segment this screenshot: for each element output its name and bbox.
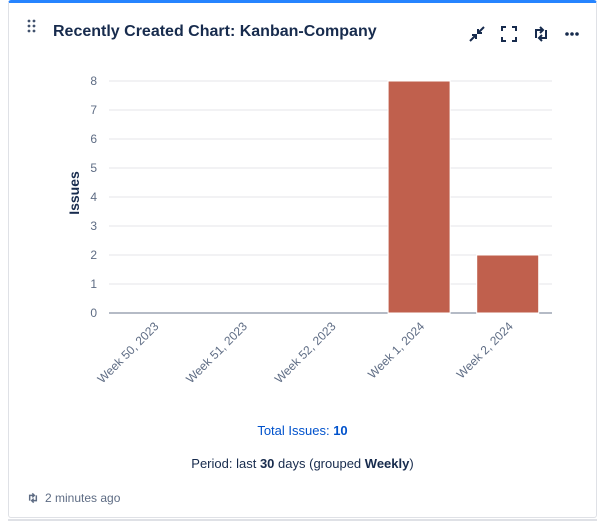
- period-mid: days (grouped: [278, 456, 362, 471]
- x-tick-label: Week 52, 2023: [272, 319, 339, 386]
- minimize-icon: [469, 26, 485, 42]
- y-tick-label: 6: [90, 132, 97, 146]
- bar[interactable]: [476, 254, 540, 314]
- period-summary: Period: last 30 days (grouped Weekly): [9, 456, 596, 471]
- x-tick-label: Week 2, 2024: [454, 319, 516, 381]
- refresh-icon: [535, 26, 547, 42]
- fullscreen-button[interactable]: [497, 22, 521, 46]
- period-suffix: ): [409, 456, 414, 471]
- total-issues[interactable]: Total Issues: 10: [9, 423, 596, 438]
- period-days: 30: [259, 456, 275, 471]
- last-updated: 2 minutes ago: [27, 491, 120, 505]
- more-icon: [565, 32, 579, 36]
- drag-handle-icon[interactable]: [27, 19, 41, 37]
- created-issues-chart: 0 1 2 3 4 5 6 7 8 Issues Week 50, 2023 Week 51, 202…: [66, 74, 552, 386]
- fullscreen-icon: [501, 26, 517, 42]
- y-tick-label: 3: [90, 219, 97, 233]
- y-tick-label: 0: [90, 306, 97, 320]
- x-tick-label: Week 1, 2024: [365, 319, 427, 381]
- gadget-card: Recently Created Chart: Kanban-Company 0…: [8, 0, 597, 518]
- total-issues-label: Total Issues:: [257, 423, 330, 438]
- refresh-icon: [28, 492, 38, 504]
- more-actions-button[interactable]: [560, 22, 584, 46]
- total-issues-value: 10: [333, 423, 348, 438]
- y-tick-label: 2: [90, 248, 97, 262]
- y-tick-label: 1: [90, 277, 97, 291]
- x-tick-label: Week 50, 2023: [95, 319, 162, 386]
- refresh-button[interactable]: [529, 22, 553, 46]
- gadget-title: Recently Created Chart: Kanban-Company: [53, 23, 377, 40]
- minimize-button[interactable]: [465, 22, 489, 46]
- y-tick-label: 4: [90, 190, 97, 204]
- y-tick-label: 8: [90, 74, 97, 88]
- period-prefix: Period: last: [191, 456, 257, 471]
- period-group: Weekly: [364, 456, 410, 471]
- y-axis-label: Issues: [66, 171, 82, 215]
- last-updated-text: 2 minutes ago: [45, 491, 121, 505]
- gadget-header: Recently Created Chart: Kanban-Company: [9, 3, 596, 65]
- y-tick-label: 5: [90, 161, 97, 175]
- bar[interactable]: [387, 80, 451, 314]
- y-tick-label: 7: [90, 103, 97, 117]
- divider: [8, 519, 597, 521]
- x-tick-label: Week 51, 2023: [183, 319, 250, 386]
